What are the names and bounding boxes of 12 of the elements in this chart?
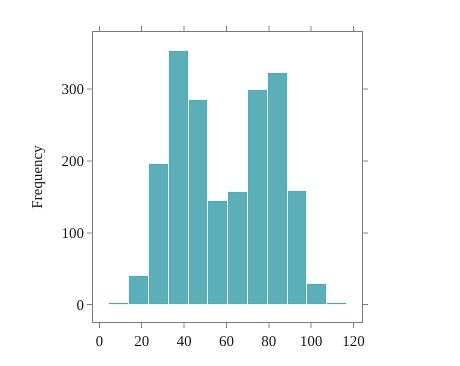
- x-tick-label: 0: [96, 334, 104, 350]
- x-tick-label: 120: [342, 334, 365, 350]
- x-tick-label: 100: [300, 334, 322, 350]
- x-tick-label: 20: [134, 334, 150, 350]
- y-tick-label: 300: [62, 82, 84, 98]
- y-axis-title: Frequency: [30, 144, 46, 209]
- x-tick-label: 40: [176, 334, 192, 350]
- y-tick-label: 200: [62, 154, 84, 170]
- x-tick-label: 60: [218, 334, 234, 350]
- x-tick-label: 80: [261, 334, 276, 350]
- y-tick-label: 100: [62, 226, 84, 242]
- y-tick-label: 0: [76, 298, 84, 314]
